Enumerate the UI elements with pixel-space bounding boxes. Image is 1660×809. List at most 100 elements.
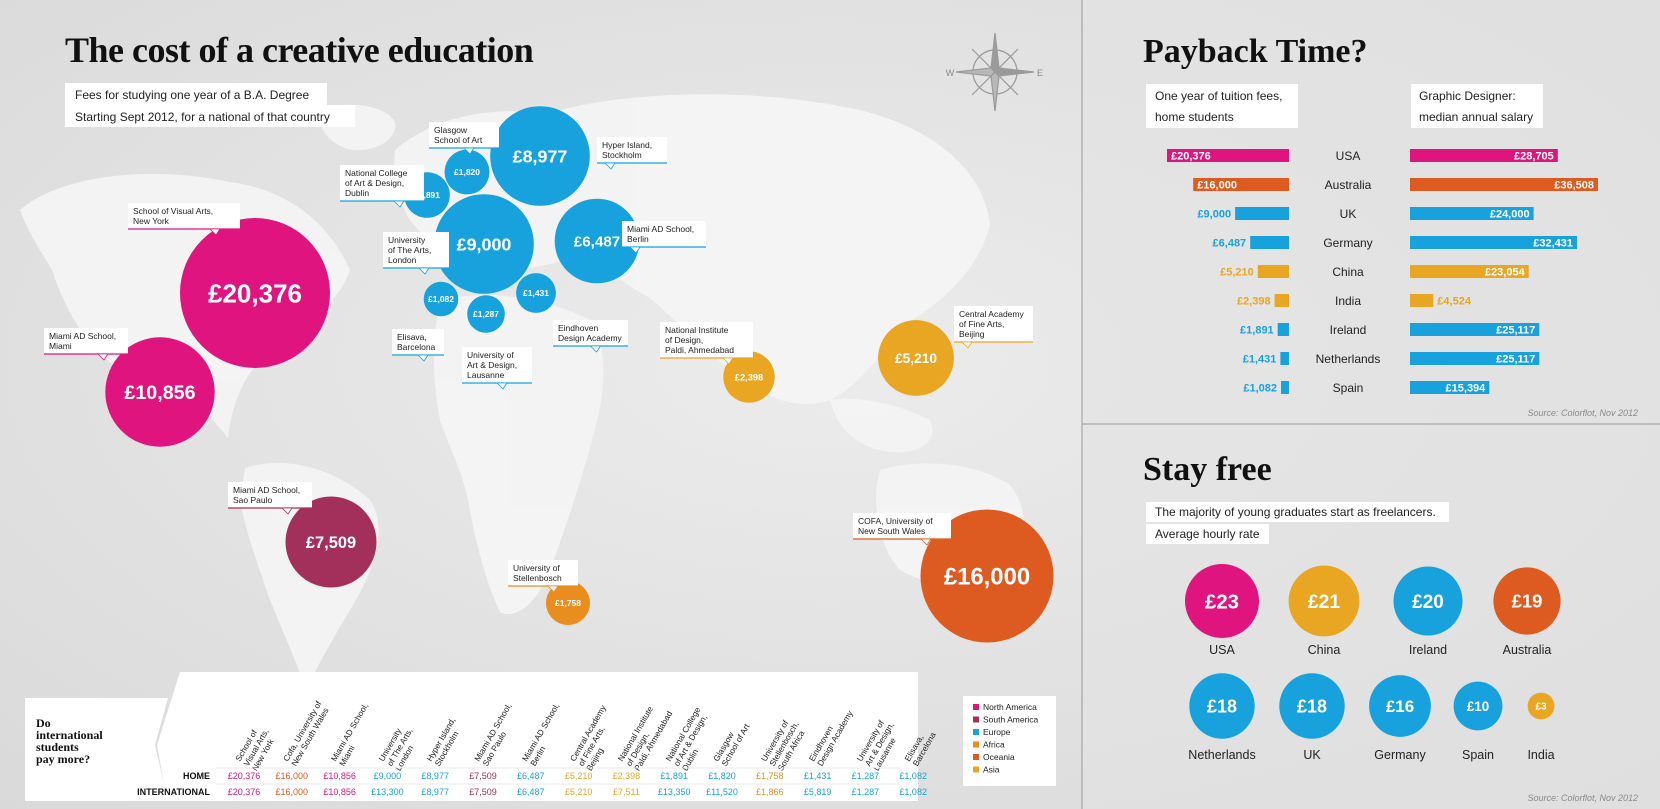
- fee-bubble: [516, 273, 556, 313]
- school-callout-text: Sao Paulo: [233, 495, 272, 505]
- school-callout-text: New York: [133, 216, 170, 226]
- hourly-rate-bubble: [1493, 567, 1561, 635]
- hourly-rate-label: £18: [1297, 697, 1327, 717]
- fee-bubble-label: £1,820: [454, 167, 480, 177]
- school-callout-tail: [920, 538, 932, 546]
- fees-bar-label: £16,000: [1197, 180, 1237, 192]
- salary-bar-label: £28,705: [1514, 151, 1554, 163]
- school-callout-tail: [417, 354, 429, 362]
- fee-bubble-label: £1,082: [428, 294, 454, 304]
- legend-swatch: [973, 704, 979, 710]
- table-intl-value: £20,376: [228, 787, 261, 797]
- hourly-rate-bubble: [1527, 692, 1555, 720]
- fee-bubble-label: £1,758: [555, 598, 581, 608]
- hourly-rate-country: Australia: [1503, 643, 1552, 657]
- table-home-label: HOME: [183, 771, 210, 781]
- table-question-panel: [25, 698, 168, 801]
- payback-country-label: Australia: [1325, 178, 1372, 192]
- fee-bubble: [490, 106, 590, 206]
- school-callout-box: [853, 513, 951, 539]
- payback-country-label: UK: [1340, 207, 1357, 221]
- legend-swatch: [973, 741, 979, 748]
- school-callout-tail: [418, 267, 430, 275]
- hourly-rate-country: Germany: [1374, 748, 1426, 762]
- school-callout-box: [462, 347, 532, 383]
- hourly-rate-country: India: [1527, 748, 1554, 762]
- payback-country-label: Spain: [1333, 381, 1364, 395]
- salary-bar: [1410, 236, 1577, 249]
- fee-bubble: [434, 194, 534, 294]
- fee-bubble: [467, 295, 505, 333]
- salary-bar: [1410, 381, 1490, 394]
- table-home-value: £10,856: [323, 771, 356, 781]
- school-callout-text: Elisava,: [397, 332, 427, 342]
- school-callout-text: School of Visual Arts,: [133, 206, 213, 216]
- legend-swatch: [973, 766, 979, 773]
- school-callout-tail: [496, 382, 508, 390]
- table-intl-value: £16,000: [276, 787, 309, 797]
- salary-bar-label: £4,524: [1437, 296, 1472, 308]
- page-title: The cost of a creative education: [65, 30, 534, 70]
- salary-bar: [1410, 323, 1540, 336]
- hourly-rate-bubble: [1185, 564, 1259, 638]
- school-callout-text: New South Wales: [858, 526, 925, 536]
- school-callout-text: Beijing: [959, 329, 985, 339]
- table-intl-label: INTERNATIONAL: [137, 787, 210, 797]
- table-intl-value: £6,487: [517, 787, 545, 797]
- salary-bar: [1410, 352, 1540, 365]
- fees-bar-label: £5,210: [1220, 267, 1254, 279]
- stay-subtitle-box-1: [1146, 502, 1449, 522]
- compass-icon: [955, 32, 1035, 112]
- fee-bubble-label: £6,487: [574, 234, 620, 251]
- payback-country-label: Netherlands: [1316, 352, 1381, 366]
- fees-header-box: [1146, 84, 1298, 128]
- legend-label: North America: [983, 702, 1037, 712]
- payback-source: Source: Colorflot, Nov 2012: [1527, 408, 1638, 418]
- hourly-rate-label: £18: [1207, 697, 1237, 717]
- school-callout-text: Glasgow: [434, 125, 468, 135]
- table-school-name: Central Academyof Fine Arts,Beijing: [568, 703, 625, 773]
- payback-country-label: China: [1332, 265, 1364, 279]
- school-callout-text: London: [388, 255, 417, 265]
- school-callout-text: University of: [513, 563, 560, 573]
- fees-header-line-1: One year of tuition fees,: [1155, 89, 1282, 103]
- right-panel-bg: [1082, 0, 1660, 809]
- salary-header-box: [1411, 84, 1543, 128]
- fees-bar: [1277, 323, 1289, 336]
- school-callout-box: [622, 221, 706, 247]
- table-intl-value: £5,819: [804, 787, 832, 797]
- school-callout-text: University of: [467, 350, 514, 360]
- school-callout-tail: [961, 341, 973, 349]
- hourly-rate-bubble: [1453, 681, 1503, 731]
- fee-bubble-label: £9,000: [457, 235, 512, 255]
- hourly-rate-label: £3: [1535, 702, 1547, 713]
- legend-swatch: [973, 716, 979, 723]
- fees-header-line-2: home students: [1155, 110, 1234, 124]
- fee-bubble-label: £1,287: [473, 309, 499, 319]
- table-question-line-3: students: [36, 740, 79, 754]
- salary-bar-label: £25,117: [1496, 354, 1535, 366]
- salary-bar: [1410, 207, 1534, 220]
- table-home-value: £7,509: [469, 771, 497, 781]
- school-callout-text: National Institute: [665, 325, 729, 335]
- fee-bubble-label: £8,977: [513, 147, 568, 167]
- hourly-rate-country: China: [1308, 643, 1341, 657]
- table-intl-value: £13,300: [371, 787, 404, 797]
- fee-bubble: [423, 281, 459, 317]
- hourly-rate-bubble: [1288, 565, 1360, 637]
- table-intl-value: £11,520: [706, 787, 738, 797]
- school-callout-text: Central Academy: [959, 309, 1024, 319]
- school-callout-text: Paldi, Ahmedabad: [665, 345, 734, 355]
- school-callout-box: [44, 328, 128, 354]
- compass-east-label: E: [1037, 68, 1043, 78]
- subtitle-box-2: [65, 105, 355, 127]
- table-question-line-1: Do: [36, 716, 51, 730]
- school-callout-text: National College: [345, 168, 408, 178]
- hourly-rate-country: Netherlands: [1188, 748, 1255, 762]
- table-intl-value: £5,210: [565, 787, 593, 797]
- fee-bubble: [878, 320, 954, 396]
- school-callout-text: Stellenbosch: [513, 573, 562, 583]
- legend-label: Africa: [983, 740, 1005, 750]
- table-home-value: £1,758: [756, 771, 784, 781]
- subtitle-box-1: [65, 83, 327, 105]
